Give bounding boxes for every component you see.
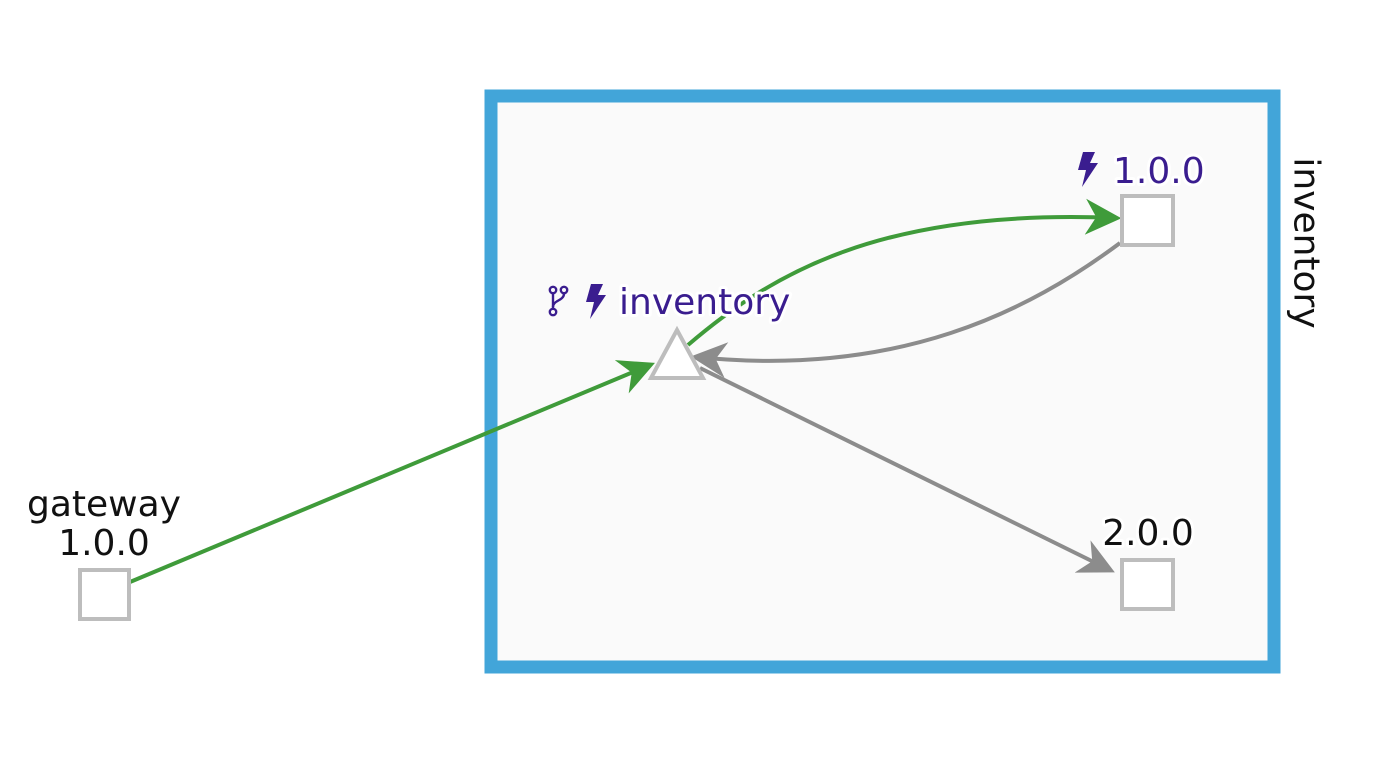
- node-inventory-service-name: inventory: [619, 282, 790, 323]
- node-inventory-v2-square[interactable]: [1120, 558, 1175, 611]
- edge-inventory-to-v1[interactable]: [686, 198, 1122, 347]
- node-inventory-service[interactable]: inventory: [548, 279, 793, 380]
- node-gateway-square[interactable]: [78, 568, 131, 621]
- node-inventory-v1-square[interactable]: [1120, 194, 1175, 247]
- edge-inventory-to-v2[interactable]: [699, 366, 1115, 573]
- node-gateway[interactable]: gateway 1.0.0: [24, 481, 184, 621]
- node-inventory-service-triangle[interactable]: [647, 325, 707, 380]
- node-inventory-v1[interactable]: 1.0.0: [1078, 148, 1208, 247]
- lightning-icon: [586, 284, 606, 319]
- edges: [129, 198, 1122, 584]
- lightning-icon: [1078, 152, 1098, 187]
- node-gateway-name: gateway: [27, 484, 181, 525]
- node-inventory-v1-version: 1.0.0: [1113, 151, 1205, 192]
- node-inventory-v2-version: 2.0.0: [1102, 513, 1194, 554]
- app-box-title: inventory: [1286, 157, 1327, 328]
- branch-icon: [548, 285, 569, 317]
- edge-gateway-to-inventory[interactable]: [129, 360, 655, 584]
- node-gateway-version: 1.0.0: [58, 523, 150, 564]
- edge-v1-to-inventory[interactable]: [690, 241, 1122, 379]
- node-inventory-v2[interactable]: 2.0.0: [1099, 510, 1197, 611]
